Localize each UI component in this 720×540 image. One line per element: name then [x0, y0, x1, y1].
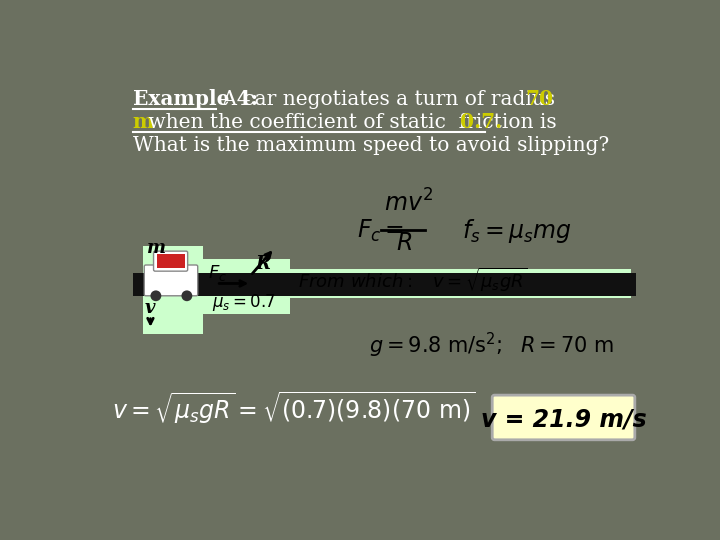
Text: A car negotiates a turn of radius: A car negotiates a turn of radius: [215, 90, 561, 109]
Text: $f_s = \mu_s mg$: $f_s = \mu_s mg$: [462, 217, 572, 245]
Text: m: m: [132, 112, 154, 132]
Text: $F_c$: $F_c$: [208, 263, 227, 283]
Bar: [290, 269, 631, 298]
Circle shape: [181, 291, 192, 301]
Bar: [143, 246, 203, 334]
Text: v: v: [145, 299, 156, 317]
Text: R: R: [256, 255, 271, 273]
Bar: [158, 254, 185, 268]
Bar: [203, 259, 290, 314]
Text: 0.7.: 0.7.: [461, 112, 503, 132]
Text: 70: 70: [526, 89, 554, 109]
Text: $mv^2$: $mv^2$: [384, 189, 433, 216]
Circle shape: [150, 291, 161, 301]
Text: $g = 9.8\ \mathrm{m/s^2};\ \ R = 70\ \mathrm{m}$: $g = 9.8\ \mathrm{m/s^2};\ \ R = 70\ \ma…: [369, 331, 614, 360]
Text: $R$: $R$: [396, 231, 413, 254]
FancyBboxPatch shape: [492, 395, 635, 440]
FancyBboxPatch shape: [144, 265, 198, 296]
Text: Example 4:: Example 4:: [132, 89, 258, 109]
Text: v = 21.9 m/s: v = 21.9 m/s: [481, 408, 647, 432]
Bar: [132, 273, 636, 296]
Text: $\it{From\ which:}$   $v = \sqrt{\mu_s gR}$: $\it{From\ which:}$ $v = \sqrt{\mu_s gR}…: [297, 266, 527, 294]
Text: $\mu_s = 0.7$: $\mu_s = 0.7$: [212, 292, 276, 313]
Text: What is the maximum speed to avoid slipping?: What is the maximum speed to avoid slipp…: [132, 136, 609, 155]
Text: when the coefficient of static  friction is: when the coefficient of static friction …: [142, 113, 563, 132]
Text: $v = \sqrt{\mu_s gR} = \sqrt{(0.7)(9.8)(70\ \mathrm{m})}$: $v = \sqrt{\mu_s gR} = \sqrt{(0.7)(9.8)(…: [112, 389, 475, 426]
Text: m: m: [148, 239, 166, 256]
Text: $F_c =$: $F_c =$: [357, 218, 405, 244]
FancyBboxPatch shape: [153, 251, 188, 271]
